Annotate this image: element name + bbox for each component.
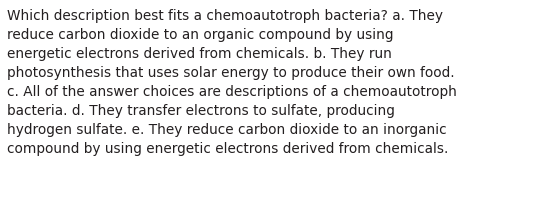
Text: Which description best fits a chemoautotroph bacteria? a. They
reduce carbon dio: Which description best fits a chemoautot… (7, 9, 457, 156)
